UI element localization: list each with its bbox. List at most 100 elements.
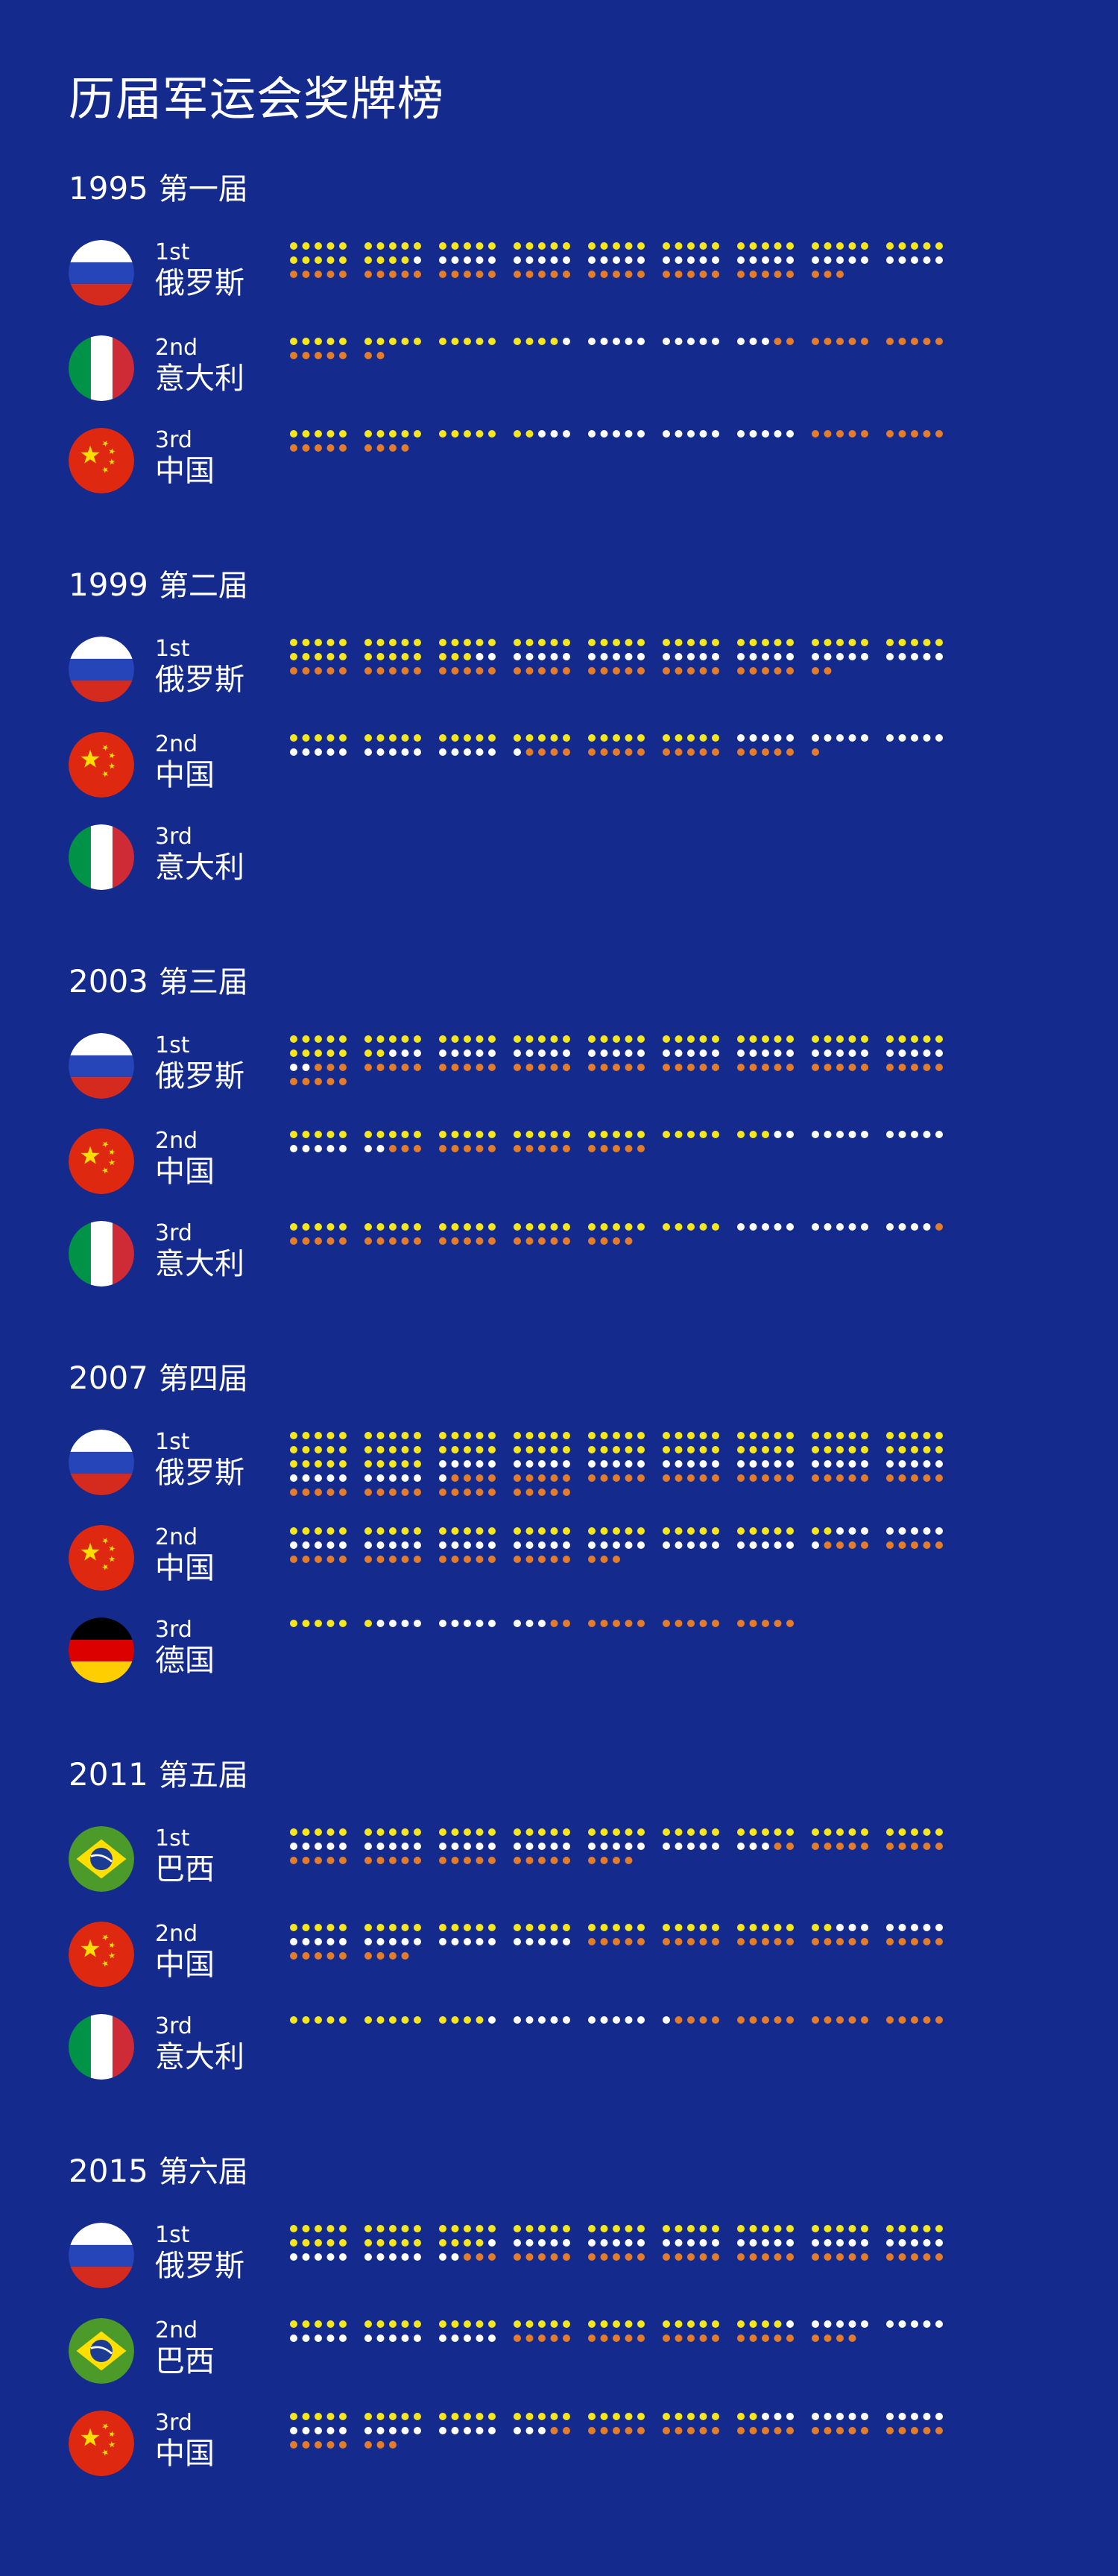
- gold-medal-dot: [339, 2016, 347, 2024]
- gold-medal-dot: [525, 1035, 534, 1043]
- gold-medal-dot: [737, 1035, 745, 1043]
- rank-label: 1st: [155, 1032, 190, 1058]
- bronze-medal-dot: [326, 1952, 335, 1960]
- gold-medal-dot: [439, 1035, 446, 1043]
- bronze-medal-dot: [625, 1064, 633, 1071]
- gold-medal-dot: [824, 1446, 832, 1453]
- silver-medal-dot: [326, 1474, 335, 1482]
- silver-medal-dot: [762, 734, 769, 742]
- silver-medal-dot: [762, 256, 769, 264]
- bronze-medal-dot: [414, 1556, 421, 1563]
- silver-medal-dot: [439, 256, 446, 264]
- bronze-medal-dot: [302, 1078, 310, 1085]
- silver-medal-dot: [550, 1541, 558, 1549]
- silver-medal-dot: [588, 2239, 596, 2247]
- bronze-medal-dot: [613, 748, 620, 756]
- silver-medal-dot: [439, 1541, 446, 1549]
- bronze-medal-dot: [737, 1064, 745, 1071]
- gold-medal-dot: [786, 1446, 794, 1453]
- silver-medal-dot: [476, 1843, 484, 1850]
- bronze-medal-dot: [911, 1474, 918, 1482]
- bronze-medal-dot: [898, 1938, 906, 1945]
- silver-medal-dot: [749, 1049, 757, 1057]
- silver-medal-dot: [663, 1460, 670, 1468]
- gold-medal-dot: [376, 1049, 385, 1057]
- gold-medal-dot: [488, 2225, 496, 2232]
- gold-medal-dot: [401, 734, 409, 742]
- bronze-medal-dot: [464, 1145, 471, 1152]
- gold-medal-dot: [514, 338, 521, 345]
- gold-medal-dot: [911, 242, 918, 250]
- bronze-medal-dot: [315, 1489, 322, 1496]
- gold-medal-dot: [749, 1446, 757, 1453]
- silver-medal-dot: [625, 1049, 633, 1057]
- bronze-medal-dot: [315, 271, 322, 278]
- gold-medal-dot: [675, 1223, 683, 1231]
- silver-medal-dot: [550, 256, 558, 264]
- bronze-medal-dot: [935, 2427, 943, 2434]
- gold-medal-dot: [737, 1432, 745, 1439]
- silver-medal-dot: [613, 1049, 620, 1057]
- silver-medal-dot: [911, 1223, 918, 1231]
- silver-medal-dot: [786, 2413, 794, 2420]
- silver-medal-dot: [774, 1541, 782, 1549]
- bronze-medal-dot: [861, 1541, 868, 1549]
- gold-medal-dot: [935, 1432, 943, 1439]
- bronze-medal-dot: [476, 1064, 484, 1071]
- bronze-medal-dot: [401, 1556, 409, 1563]
- bronze-medal-dot: [315, 1078, 322, 1085]
- gold-medal-dot: [389, 1432, 397, 1439]
- silver-medal-dot: [315, 1145, 322, 1152]
- gold-medal-dot: [525, 1527, 534, 1535]
- silver-medal-dot: [488, 1843, 496, 1850]
- gold-medal-dot: [339, 242, 347, 250]
- silver-medal-dot: [749, 653, 757, 660]
- silver-medal-dot: [550, 1049, 558, 1057]
- bronze-medal-dot: [476, 667, 484, 675]
- silver-medal-dot: [439, 748, 446, 756]
- silver-medal-dot: [923, 2239, 931, 2247]
- rank-label: 1st: [155, 239, 190, 265]
- gold-medal-dot: [451, 1131, 459, 1138]
- gold-medal-dot: [414, 1223, 421, 1231]
- gold-medal-dot: [712, 1828, 719, 1836]
- gold-medal-dot: [712, 1131, 719, 1138]
- country-name: 中国: [155, 758, 215, 792]
- silver-medal-dot: [935, 653, 943, 660]
- gold-medal-dot: [538, 2225, 546, 2232]
- italy-flag-icon: [69, 2014, 134, 2080]
- bronze-medal-dot: [737, 1938, 745, 1945]
- country-entry: 3rd 德国: [0, 1613, 1118, 1688]
- gold-medal-dot: [326, 1446, 335, 1453]
- rank-label: 1st: [155, 1429, 190, 1455]
- gold-medal-dot: [401, 242, 409, 250]
- gold-medal-dot: [315, 1460, 322, 1468]
- bronze-medal-dot: [290, 1078, 297, 1085]
- gold-medal-dot: [290, 256, 297, 264]
- bronze-medal-dot: [339, 667, 347, 675]
- silver-medal-dot: [376, 1145, 385, 1152]
- gold-medal-dot: [439, 2225, 446, 2232]
- gold-medal-dot: [414, 2225, 421, 2232]
- gold-medal-dot: [861, 242, 868, 250]
- gold-medal-dot: [625, 242, 633, 250]
- gold-medal-dot: [749, 1527, 757, 1535]
- gold-medal-dot: [625, 2225, 633, 2232]
- bronze-medal-dot: [550, 1474, 558, 1482]
- bronze-medal-dot: [774, 2334, 782, 2342]
- bronze-medal-dot: [836, 1843, 844, 1850]
- bronze-medal-dot: [687, 2427, 695, 2434]
- gold-medal-dot: [600, 1035, 608, 1043]
- silver-medal-dot: [538, 1938, 546, 1945]
- bronze-medal-dot: [364, 2441, 372, 2449]
- rank-label: 2nd: [155, 1921, 198, 1947]
- gold-medal-dot: [824, 242, 832, 250]
- silver-medal-dot: [923, 1223, 931, 1231]
- gold-medal-dot: [848, 1446, 856, 1453]
- silver-medal-dot: [935, 2239, 943, 2247]
- silver-medal-dot: [848, 256, 856, 264]
- gold-medal-dot: [774, 1035, 782, 1043]
- gold-medal-dot: [302, 1035, 310, 1043]
- medal-dots: [290, 1035, 943, 1085]
- silver-medal-dot: [923, 734, 931, 742]
